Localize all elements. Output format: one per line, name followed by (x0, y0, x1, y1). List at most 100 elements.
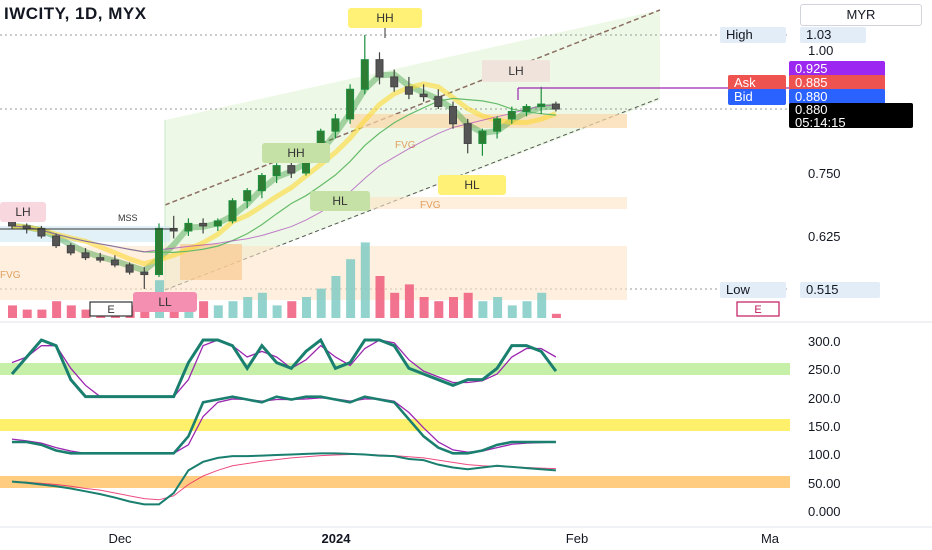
candle-body-13 (199, 222, 208, 227)
label-ll: LL (158, 295, 172, 309)
low-label: Low (726, 282, 750, 297)
volume-bar-17 (257, 292, 267, 318)
volume-bar-5 (81, 309, 91, 318)
candle-body-18 (272, 165, 281, 177)
channel-lower-line (164, 97, 661, 291)
osc-tick-1: 250.0 (808, 362, 841, 377)
volume-bar-18 (272, 305, 282, 318)
volume-bar-24 (360, 242, 370, 318)
close-box-bg (789, 103, 913, 128)
bid-value: 0.880 (795, 89, 828, 104)
axis-layer: 0.625 0.750 1.00 300.0 250.0 200.0 150.0 100.0 5… (0, 27, 932, 546)
volume-bar-30 (449, 297, 458, 318)
osc3-signal (11, 453, 556, 501)
chart-title: IWCITY, 1D, MYX (4, 4, 147, 23)
candle-body-34 (507, 110, 516, 120)
label-lh-right-box (482, 61, 550, 81)
candle-body-9 (140, 271, 149, 276)
candles-layer (8, 35, 560, 289)
volume-bar-16 (243, 297, 253, 318)
x-tick-1: 2024 (322, 531, 352, 546)
volume-bar-2 (37, 309, 47, 318)
volume-bar-29 (434, 301, 444, 318)
volume-bar-1 (22, 309, 32, 318)
high-label: High (726, 27, 753, 42)
volume-bar-21 (316, 288, 326, 318)
fvg-label-3: FVG (0, 270, 21, 281)
ema-band-yellow (11, 81, 557, 267)
candle-body-4 (66, 245, 75, 254)
x-tick-2: Feb (566, 531, 588, 546)
currency-selector[interactable]: MYR (800, 4, 922, 26)
volume-bar-31 (463, 292, 473, 318)
volume-bar-37 (551, 313, 561, 318)
candle-body-7 (110, 259, 119, 266)
label-hh-top: HH (376, 11, 393, 25)
volume-bar-26 (390, 292, 400, 318)
fvg-zone-mid (370, 197, 627, 209)
volume-bar-0 (8, 305, 17, 318)
label-hh-top-box (348, 8, 422, 28)
fvg-label-1: FVG (395, 140, 416, 151)
osc-tick-4: 100.0 (808, 447, 841, 462)
bid-label: Bid (734, 89, 753, 104)
fvg-zone-upper (350, 114, 627, 128)
candle-body-22 (331, 118, 340, 132)
volume-bar-36 (537, 292, 547, 318)
mss-label: MSS (118, 213, 138, 223)
low-value: 0.515 (806, 282, 839, 297)
event-right-box (736, 301, 780, 317)
oscillator-layer (0, 337, 790, 506)
candle-body-10 (155, 227, 163, 276)
label-ll-box (133, 292, 197, 312)
candle-body-19 (287, 165, 296, 174)
candle-body-25 (375, 59, 384, 78)
last-price-value-bg (789, 61, 885, 77)
low-value-bg (800, 282, 880, 298)
high-value-bg (800, 27, 866, 43)
osc-tick-3: 150.0 (808, 419, 841, 434)
channel-upper-line (164, 9, 661, 206)
candle-body-11 (169, 227, 178, 232)
candle-body-17 (257, 175, 266, 192)
osc1-main (10, 337, 558, 399)
volume-bar-22 (331, 276, 341, 318)
label-lh-right: LH (508, 64, 523, 78)
candle-body-23 (346, 88, 355, 120)
labels-layer: MSS HH HH LH LH HL HL LL E E (0, 8, 790, 317)
label-hl-right: HL (464, 178, 480, 192)
close-countdown: 05:14:15 (795, 115, 846, 130)
volume-bar-34 (507, 305, 517, 318)
label-hh-mid: HH (287, 146, 304, 160)
last-price-value: 0.925 (795, 61, 828, 76)
event-left-box (89, 301, 133, 317)
candle-body-29 (434, 96, 443, 108)
event-right: E (754, 304, 761, 316)
candle-body-15 (228, 200, 237, 222)
high-value: 1.03 (806, 27, 831, 42)
candle-body-28 (419, 93, 428, 98)
candle-body-37 (551, 103, 560, 110)
volume-bar-35 (522, 301, 532, 318)
volume-bar-25 (375, 276, 385, 318)
candle-body-26 (390, 76, 399, 88)
high-label-bg (720, 27, 786, 43)
osc3-main (11, 452, 556, 506)
price-tick-2: 1.00 (808, 43, 833, 58)
volume-bar-13 (199, 301, 209, 318)
candle-body-27 (404, 86, 413, 95)
candle-body-2 (37, 227, 46, 237)
candle-body-8 (125, 264, 134, 273)
osc-tick-6: 0.000 (808, 504, 841, 519)
label-hl-mid: HL (332, 194, 348, 208)
ask-label: Ask (734, 75, 756, 90)
volume-bar-33 (493, 297, 503, 318)
price-tick-1: 0.750 (808, 166, 841, 181)
x-tick-3: Ma (761, 531, 780, 546)
osc-band-250 (0, 363, 790, 375)
bid-label-bg (728, 89, 786, 105)
close-value: 0.880 (795, 102, 828, 117)
volume-bar-27 (404, 284, 414, 318)
